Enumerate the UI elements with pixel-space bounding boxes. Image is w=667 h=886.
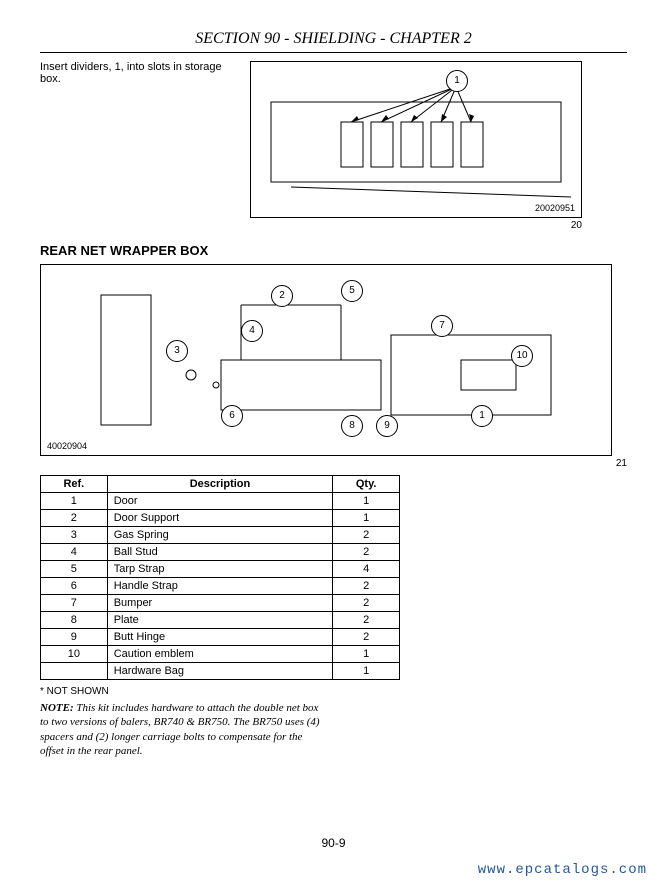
table-row: Hardware Bag1: [41, 663, 400, 680]
callout-2: 2: [271, 285, 293, 307]
callout-3: 3: [166, 340, 188, 362]
not-shown-label: * NOT SHOWN: [40, 686, 627, 697]
table-row: 5Tarp Strap4: [41, 561, 400, 578]
th-desc: Description: [107, 476, 333, 493]
table-header-row: Ref. Description Qty.: [41, 476, 400, 493]
figure-wide: 2 3 4 5 6 7 8 9 10 1 40020904: [40, 264, 612, 456]
callout-6: 6: [221, 405, 243, 427]
table-row: 4Ball Stud2: [41, 544, 400, 561]
page-number: 90-9: [0, 836, 667, 850]
table-row: 9Butt Hinge2: [41, 629, 400, 646]
table-row: 7Bumper2: [41, 595, 400, 612]
figure-top-svg: [251, 62, 581, 217]
top-figure-wrap: 1 20020951 20: [250, 61, 582, 231]
watermark: www.epcatalogs.com: [478, 862, 647, 878]
callout-1-top: 1: [446, 70, 468, 92]
figure-wide-id: 40020904: [47, 441, 87, 451]
page-container: SECTION 90 - SHIELDING - CHAPTER 2 Inser…: [0, 0, 667, 886]
callout-7: 7: [431, 315, 453, 337]
top-instruction-row: Insert dividers, 1, into slots in storag…: [40, 61, 627, 231]
callout-8: 8: [341, 415, 363, 437]
section-title: REAR NET WRAPPER BOX: [40, 243, 627, 258]
note-body: This kit includes hardware to attach the…: [40, 702, 320, 757]
table-row: 10Caution emblem1: [41, 646, 400, 663]
callout-10: 10: [511, 345, 533, 367]
parts-table: Ref. Description Qty. 1Door1 2Door Suppo…: [40, 475, 400, 680]
callout-1-wide: 1: [471, 405, 493, 427]
page-header: SECTION 90 - SHIELDING - CHAPTER 2: [40, 30, 627, 53]
th-ref: Ref.: [41, 476, 108, 493]
table-row: 2Door Support1: [41, 510, 400, 527]
figure-top-number: 20: [250, 220, 582, 231]
note-label: NOTE:: [40, 702, 74, 714]
callout-5: 5: [341, 280, 363, 302]
figure-wide-number: 21: [40, 458, 627, 469]
wide-figure-wrap: 2 3 4 5 6 7 8 9 10 1 40020904 21: [40, 258, 627, 469]
figure-top: 1 20020951: [250, 61, 582, 218]
top-caption: Insert dividers, 1, into slots in storag…: [40, 61, 240, 85]
th-qty: Qty.: [333, 476, 400, 493]
callout-9: 9: [376, 415, 398, 437]
table-row: 1Door1: [41, 493, 400, 510]
table-row: 8Plate2: [41, 612, 400, 629]
callout-4: 4: [241, 320, 263, 342]
figure-top-id: 20020951: [535, 203, 575, 213]
table-row: 3Gas Spring2: [41, 527, 400, 544]
table-row: 6Handle Strap2: [41, 578, 400, 595]
note-block: NOTE: This kit includes hardware to atta…: [40, 701, 320, 758]
